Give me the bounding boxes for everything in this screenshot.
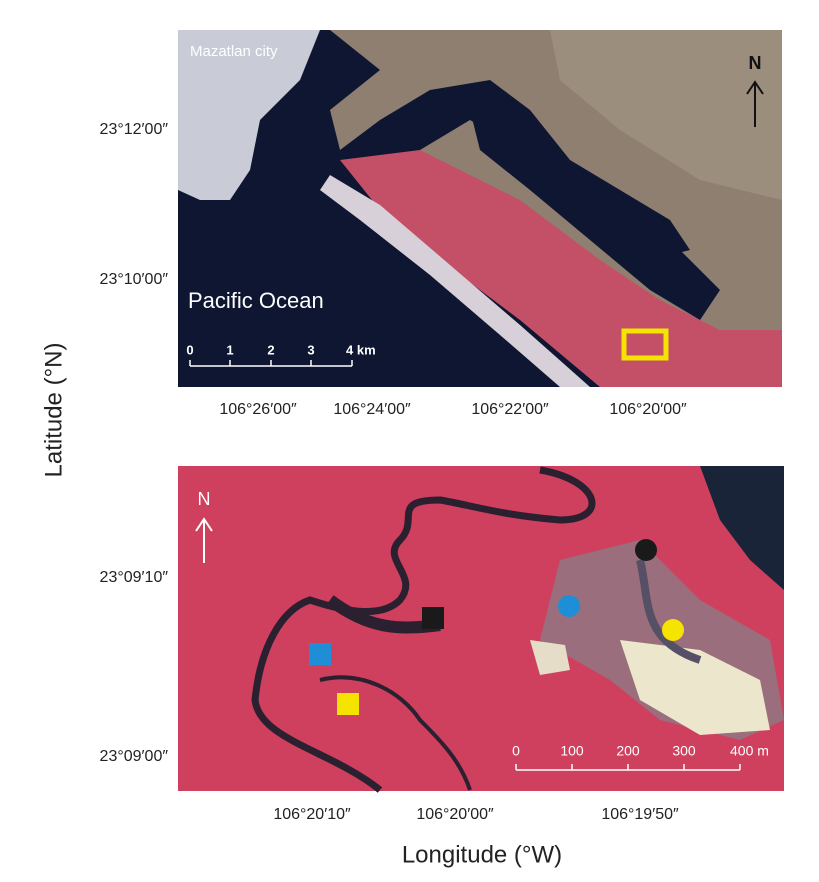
north-label: N — [749, 53, 762, 73]
city-label: Mazatlan city — [190, 43, 278, 60]
top-map — [178, 30, 782, 387]
lon-label: 106°20′00″ — [609, 401, 687, 418]
scale-label: 300 — [672, 743, 696, 759]
x-axis-label: Longitude (°W) — [402, 841, 562, 868]
scale-label: 3 — [307, 342, 314, 357]
lon-label: 106°24′00″ — [333, 401, 411, 418]
lon-label: 106°20′00″ — [416, 806, 494, 823]
scale-label: 4 km — [346, 342, 376, 357]
lat-label: 23°12′00″ — [100, 121, 169, 138]
study-area-box — [621, 328, 669, 361]
lon-label: 106°19′50″ — [601, 806, 679, 823]
scale-label: 0 — [512, 743, 520, 759]
bottom-map — [178, 466, 784, 793]
lat-label: 23°09′00″ — [100, 748, 169, 765]
lat-label: 23°10′00″ — [100, 271, 169, 288]
scale-label: 0 — [186, 342, 193, 357]
lat-label: 23°09′10″ — [100, 569, 169, 586]
lon-label: 106°26′00″ — [219, 401, 297, 418]
lon-label: 106°22′00″ — [471, 401, 549, 418]
scale-label: 400 m — [730, 743, 769, 759]
scale-label: 100 — [560, 743, 584, 759]
scale-label: 200 — [616, 743, 640, 759]
lon-label: 106°20′10″ — [273, 806, 351, 823]
north-label: N — [198, 489, 211, 509]
y-axis-label: Latitude (°N) — [40, 343, 67, 478]
ocean-label: Pacific Ocean — [188, 288, 324, 313]
scale-label: 2 — [267, 342, 274, 357]
scale-label: 1 — [226, 342, 233, 357]
